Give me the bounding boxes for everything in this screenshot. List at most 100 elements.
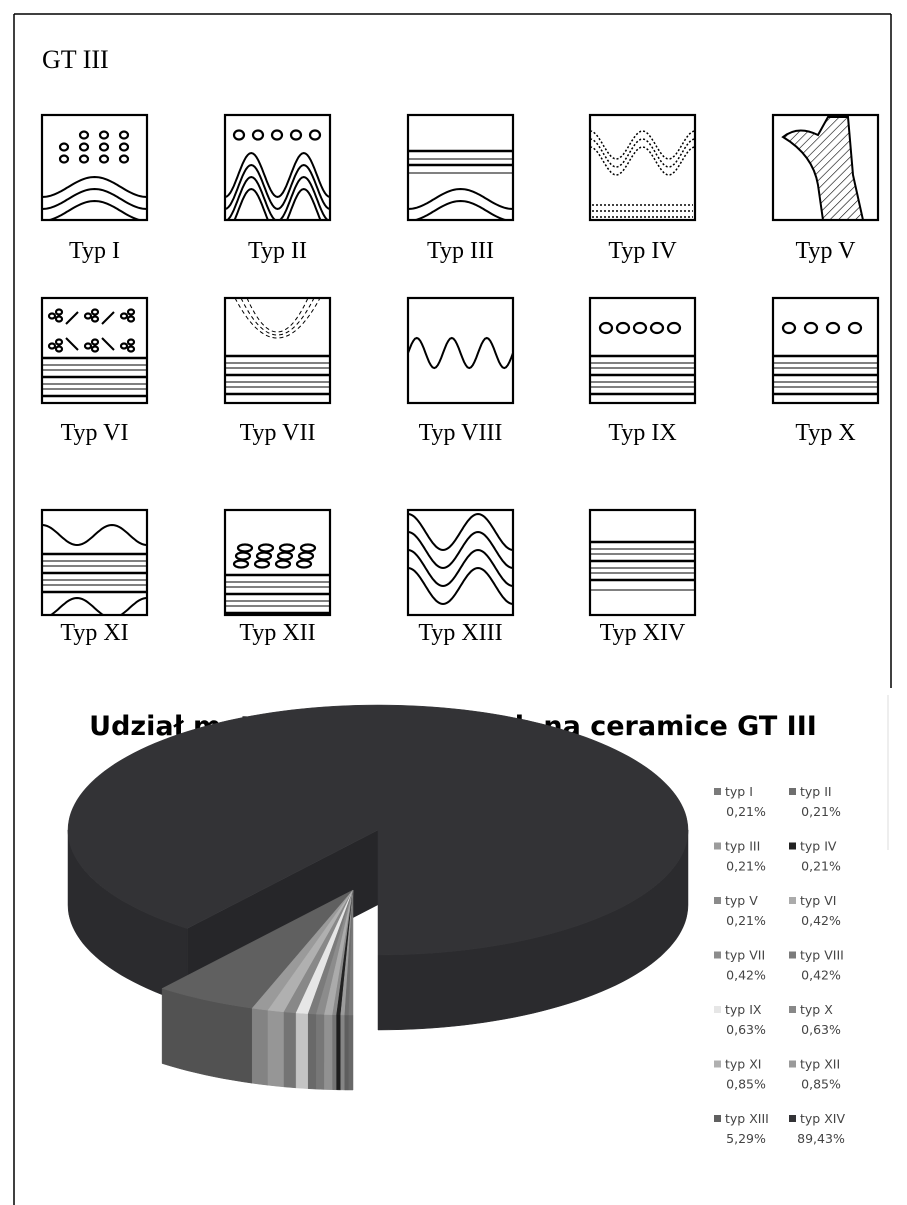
- legend-value: 0,21%: [726, 859, 766, 874]
- legend-label: typ VI: [800, 893, 836, 908]
- pattern-body: [408, 338, 513, 368]
- pattern-label: Typ XIII: [418, 620, 502, 646]
- pattern-icon: [42, 510, 147, 618]
- pattern-oval: [280, 545, 294, 552]
- pattern-oval: [85, 344, 91, 349]
- pattern-icon: [590, 510, 695, 615]
- pattern-frame: [590, 510, 695, 615]
- pattern-oval: [128, 347, 134, 352]
- legend-value: 0,42%: [801, 968, 841, 983]
- pattern-oval: [849, 323, 861, 333]
- legend-value: 0,85%: [726, 1077, 766, 1092]
- pattern-icon: [773, 115, 878, 220]
- legend-swatch: [789, 1006, 796, 1013]
- pattern-oval: [234, 131, 244, 140]
- pattern-label: Typ XI: [60, 620, 128, 646]
- legend-label: typ V: [725, 893, 758, 908]
- pattern-label: Typ V: [796, 238, 857, 264]
- pattern-oval: [301, 545, 315, 552]
- legend-value: 0,21%: [726, 913, 766, 928]
- pattern-label: Typ VI: [61, 420, 129, 446]
- pattern-oval: [236, 553, 250, 560]
- pattern-oval: [92, 347, 98, 352]
- pie-side: [316, 1014, 324, 1089]
- pattern-wave: [408, 550, 513, 586]
- pattern-body: [42, 310, 147, 397]
- pie-side: [268, 1010, 284, 1087]
- pattern-oval: [617, 323, 629, 333]
- pie-side: [324, 1015, 332, 1090]
- pattern-oval: [234, 561, 248, 568]
- legend-label: typ XIV: [800, 1111, 845, 1126]
- pattern-dash: [247, 298, 308, 332]
- pattern-oval: [120, 144, 128, 151]
- pattern-oval: [259, 545, 273, 552]
- pattern-body: [225, 298, 330, 394]
- legend-value: 0,21%: [801, 804, 841, 819]
- pattern-icon: [225, 510, 330, 615]
- pattern-oval: [56, 310, 62, 315]
- pattern-oval: [120, 132, 128, 139]
- legend-label: typ I: [725, 784, 753, 799]
- legend-label: typ XII: [800, 1057, 840, 1072]
- pattern-icon: [225, 298, 330, 403]
- pattern-oval: [92, 310, 98, 315]
- figure-title: GT III: [42, 45, 109, 74]
- pattern-wave: [408, 189, 513, 209]
- pattern-icon: [590, 115, 695, 220]
- pattern-body: [773, 323, 878, 394]
- pie-side: [308, 1014, 316, 1089]
- legend-label: typ IV: [800, 839, 837, 854]
- pie-side: [345, 1015, 349, 1090]
- pattern-oval: [805, 323, 817, 333]
- pattern-oval: [120, 156, 128, 163]
- legend-value: 0,63%: [801, 1022, 841, 1037]
- pattern-oval: [80, 144, 88, 151]
- pattern-oval: [80, 132, 88, 139]
- pattern-oval: [92, 317, 98, 322]
- pattern-oval: [128, 310, 134, 315]
- legend-label: typ IX: [725, 1002, 762, 1017]
- pie-slice: [68, 705, 688, 955]
- pattern-label: Typ IX: [608, 420, 676, 446]
- pattern-wave: [590, 147, 695, 175]
- legend-label: typ II: [800, 784, 832, 799]
- legend-value: 0,42%: [801, 913, 841, 928]
- pattern-wave: [42, 177, 147, 197]
- pattern-oval: [85, 314, 91, 319]
- pattern-wave: [408, 532, 513, 568]
- pattern-wave: [225, 177, 330, 221]
- pie-side: [337, 1015, 341, 1090]
- pattern-label: Typ IV: [608, 238, 677, 264]
- pattern-oval: [238, 545, 252, 552]
- legend-value: 89,43%: [797, 1131, 845, 1146]
- legend-label: typ VII: [725, 948, 765, 963]
- pattern-label: Typ III: [427, 238, 494, 264]
- pattern-oval: [100, 144, 108, 151]
- legend-swatch: [714, 1006, 721, 1013]
- pattern-oval: [128, 340, 134, 345]
- legend-label: typ XIII: [725, 1111, 769, 1126]
- pie-side: [296, 1013, 308, 1089]
- pattern-icon: [42, 115, 147, 221]
- pattern-icon: [773, 298, 878, 403]
- pattern-oval: [80, 156, 88, 163]
- pattern-label: Typ VIII: [419, 420, 503, 446]
- pattern-frame: [408, 510, 513, 615]
- pattern-label: Typ II: [248, 238, 307, 264]
- legend-swatch: [789, 952, 796, 959]
- pie: [68, 705, 688, 1090]
- legend-swatch: [714, 897, 721, 904]
- pattern-body: [42, 525, 147, 618]
- legend-swatch: [789, 897, 796, 904]
- pattern-body: [225, 131, 330, 234]
- pattern-body: [408, 151, 513, 221]
- pattern-wave: [408, 338, 513, 368]
- pattern-oval: [49, 314, 55, 319]
- pattern-oval: [310, 131, 320, 140]
- pattern-oval: [56, 317, 62, 322]
- legend-swatch: [714, 952, 721, 959]
- pie-side: [341, 1015, 345, 1090]
- pattern-body: [42, 132, 147, 222]
- pattern-stroke: [102, 338, 114, 350]
